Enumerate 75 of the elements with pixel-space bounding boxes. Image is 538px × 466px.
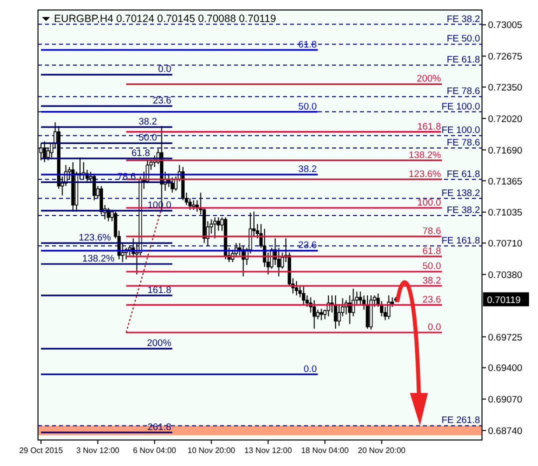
ref-line-label: FE 38.2: [446, 204, 480, 216]
candlestick: [302, 285, 306, 306]
ref-line-label: FE 100.0: [441, 101, 480, 112]
y-tick-label: 0.71365: [488, 176, 522, 188]
candlestick: [348, 294, 352, 324]
candlestick: [213, 216, 217, 239]
series-label: 200%: [416, 74, 442, 85]
ref-line-label: FE 61.8: [446, 54, 480, 66]
y-tick-label: 0.73005: [488, 20, 522, 32]
series-label: 0.0: [158, 64, 172, 76]
y-tick-label: 0.72675: [488, 52, 522, 63]
y-tick-label: 0.72020: [488, 114, 522, 125]
ref-line-label: FE 161.8: [441, 235, 480, 246]
candlestick: [358, 291, 362, 306]
series-label: 23.6: [298, 240, 317, 252]
series-label: 23.6: [422, 294, 441, 306]
chart-title: EURGBP,H4 0.70124 0.70145 0.70088 0.70119: [54, 13, 276, 25]
candlestick: [100, 185, 104, 216]
x-tick-label: 10 Nov 20:00: [188, 446, 236, 455]
candlestick: [387, 294, 390, 320]
ref-line-label: FE 38.2: [446, 14, 480, 25]
series-label: 0.0: [304, 364, 317, 375]
series-label: 61.8: [298, 39, 317, 50]
candlestick: [92, 173, 96, 201]
series-label: 200%: [146, 338, 172, 350]
candlestick: [316, 309, 320, 320]
y-tick-label: 0.69070: [488, 394, 522, 406]
candlestick: [170, 176, 174, 194]
ref-line-label: FE 261.8: [441, 415, 480, 426]
series-label: 0.0: [428, 322, 441, 333]
x-tick-label: 20 Nov 20:00: [358, 446, 406, 455]
series-label: 50.0: [138, 132, 158, 144]
series-label: 161.8: [417, 121, 441, 132]
series-label: 123.6%: [78, 232, 112, 244]
text: 0.70119: [487, 294, 521, 306]
series-label: 261.8: [148, 422, 172, 433]
x-tick-label: 6 Nov 04:00: [132, 446, 177, 455]
candlestick: [192, 200, 196, 210]
y-tick-label: 0.69400: [488, 363, 522, 374]
series-label: 38.2: [422, 275, 441, 286]
series-label: 123.6%: [408, 168, 442, 180]
y-tick-label: 0.70380: [488, 270, 522, 281]
series-label: 38.2: [138, 116, 158, 128]
series-label: 23.6: [152, 96, 172, 107]
series-label: 38.2: [298, 164, 317, 176]
x-tick-label: 29 Oct 2015: [19, 446, 64, 455]
ref-line-label: FE 78.6: [446, 86, 480, 98]
y-tick-label: 0.68740: [488, 426, 522, 437]
series-label: 50.0: [422, 261, 441, 272]
ref-line-label: FE 138.2: [441, 188, 480, 199]
ref-line-label: FE 50.0: [446, 34, 480, 45]
series-label: 138.2%: [82, 254, 116, 265]
x-tick-label: 13 Nov 12:00: [244, 446, 292, 455]
x-tick-label: 3 Nov 12:00: [76, 446, 120, 455]
series-label: 100.0: [417, 197, 441, 208]
series-label: 61.8: [132, 148, 150, 159]
ref-line-label: FE 78.6: [446, 137, 480, 148]
y-tick-label: 0.69725: [488, 332, 522, 344]
candlestick: [312, 300, 316, 330]
series-label: 50.0: [298, 101, 317, 112]
candlestick: [128, 245, 132, 256]
candlestick: [294, 280, 298, 296]
series-label: 138.2%: [408, 150, 442, 161]
y-tick-label: 0.70710: [488, 238, 522, 250]
candlestick: [320, 308, 324, 321]
series-label: 78.6: [422, 226, 441, 237]
x-tick-label: 18 Nov 04:00: [301, 446, 350, 455]
series-label: 61.8: [422, 246, 441, 257]
series-label: 161.8: [148, 284, 172, 296]
ref-line-label: FE 100.0: [441, 125, 480, 136]
ref-line-label: FE 61.8: [446, 168, 480, 180]
y-tick-label: 0.71690: [488, 145, 522, 156]
y-tick-label: 0.71035: [488, 208, 522, 219]
y-tick-label: 0.72350: [488, 82, 522, 94]
candlestick: [46, 147, 50, 161]
